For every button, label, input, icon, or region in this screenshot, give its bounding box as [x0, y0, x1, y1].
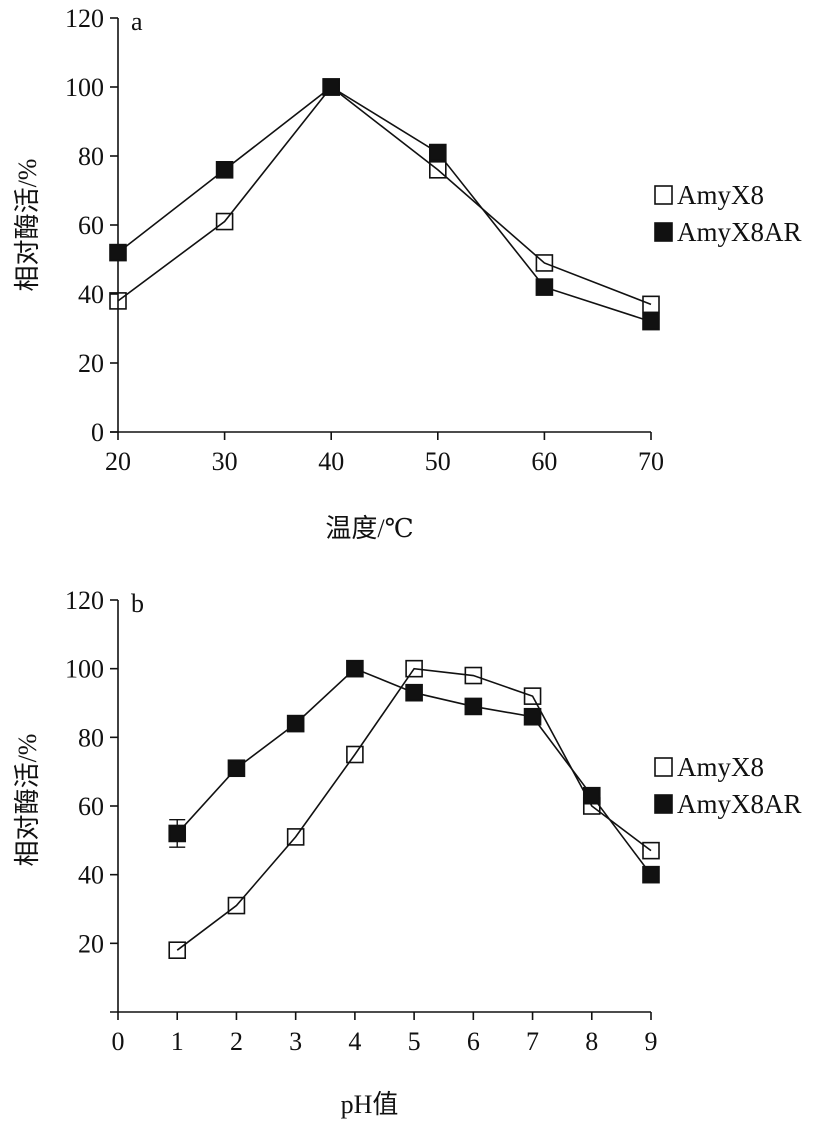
x-tick-label: 70: [638, 447, 664, 476]
data-point-AmyX8: [346, 745, 364, 764]
data-point-AmyX8AR: [535, 278, 554, 296]
legend-marker-AmyX8: [654, 757, 673, 777]
data-point-AmyX8: [428, 161, 447, 179]
y-tick-label: 40: [78, 861, 104, 890]
data-point-AmyX8AR: [109, 243, 127, 262]
data-point-AmyX8: [168, 941, 187, 960]
data-point-AmyX8: [227, 896, 246, 915]
x-tick-label: 7: [526, 1027, 539, 1056]
data-point-AmyX8: [523, 687, 542, 705]
y-tick-label: 60: [78, 792, 104, 821]
series-line-AmyX8: [176, 667, 652, 951]
data-point-AmyX8AR: [642, 312, 660, 331]
y-tick-label: 80: [78, 723, 104, 752]
data-point-AmyX8AR: [215, 161, 234, 179]
data-point-AmyX8AR: [642, 865, 660, 884]
x-tick-label: 1: [171, 1027, 184, 1056]
x-tick-label: 60: [531, 447, 557, 476]
y-tick-label: 40: [78, 280, 104, 309]
data-point-AmyX8: [642, 841, 660, 860]
x-tick-label: 6: [467, 1027, 480, 1056]
x-tick-label: 40: [318, 447, 344, 476]
legend-label: AmyX8: [677, 752, 764, 782]
y-tick-label: 60: [78, 211, 104, 240]
x-tick-label: 20: [105, 447, 131, 476]
y-tick-label: 0: [91, 418, 104, 447]
x-tick-label: 8: [585, 1027, 598, 1056]
y-axis-label: 相对酶活/%: [13, 734, 42, 867]
data-point-AmyX8AR: [168, 824, 187, 843]
x-tick-label: 30: [212, 447, 238, 476]
legend-label: AmyX8AR: [677, 789, 802, 819]
data-point-AmyX8: [464, 666, 483, 685]
data-point-AmyX8AR: [464, 697, 483, 716]
y-tick-label: 20: [78, 349, 104, 378]
x-tick-label: 50: [425, 447, 451, 476]
series-line-AmyX8AR: [117, 86, 652, 323]
y-tick-label: 20: [78, 929, 104, 958]
x-axis-label: 温度/℃: [325, 514, 413, 543]
data-point-AmyX8AR: [227, 759, 246, 778]
data-point-AmyX8AR: [405, 683, 423, 702]
data-point-AmyX8: [535, 254, 554, 272]
x-tick-label: 9: [645, 1027, 658, 1056]
legend-label: AmyX8: [677, 180, 764, 210]
data-point-AmyX8AR: [286, 714, 305, 733]
panel-label: a: [131, 7, 143, 36]
data-point-AmyX8: [286, 828, 305, 846]
x-axis-label: pH值: [341, 1090, 399, 1119]
x-tick-label: 2: [230, 1027, 243, 1056]
data-point-AmyX8AR: [346, 659, 364, 678]
x-tick-label: 5: [408, 1027, 421, 1056]
legend-marker-AmyX8AR: [654, 794, 673, 814]
y-axis-label: 相对酶活/%: [13, 159, 42, 292]
data-point-AmyX8: [642, 295, 660, 314]
panel-label: b: [131, 589, 144, 618]
series-line-AmyX8: [117, 85, 652, 306]
data-point-AmyX8AR: [322, 78, 341, 96]
data-point-AmyX8: [215, 212, 234, 231]
data-point-AmyX8AR: [523, 707, 542, 726]
y-tick-label: 100: [65, 655, 104, 684]
legend-marker-AmyX8AR: [654, 222, 673, 242]
legend-marker-AmyX8: [654, 185, 673, 205]
x-tick-label: 0: [112, 1027, 125, 1056]
y-tick-label: 100: [65, 73, 104, 102]
data-point-AmyX8AR: [428, 143, 447, 162]
legend-label: AmyX8AR: [677, 217, 802, 247]
data-point-AmyX8AR: [582, 786, 601, 805]
data-point-AmyX8: [405, 659, 423, 678]
y-tick-label: 120: [65, 586, 104, 615]
y-tick-label: 80: [78, 142, 104, 171]
x-tick-label: 3: [289, 1027, 302, 1056]
x-tick-label: 4: [348, 1027, 361, 1056]
data-point-AmyX8: [109, 292, 127, 310]
y-tick-label: 120: [65, 4, 104, 33]
